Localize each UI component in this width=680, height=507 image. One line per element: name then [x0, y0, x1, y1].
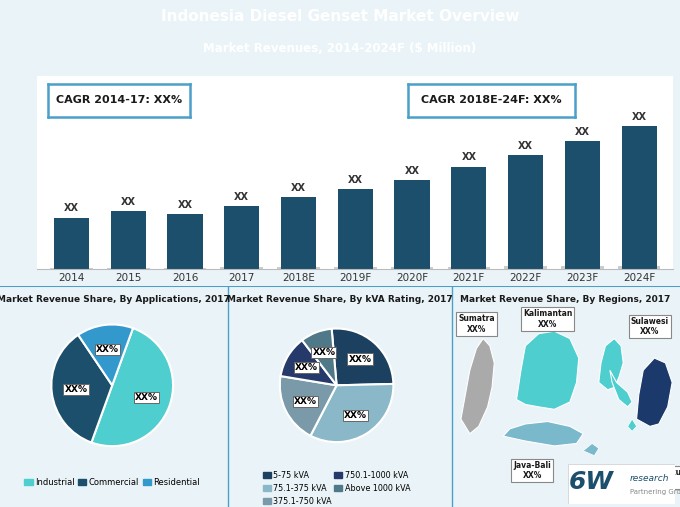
Text: XX: XX: [121, 197, 136, 207]
Text: Market Revenue Share, By Regions, 2017: Market Revenue Share, By Regions, 2017: [460, 295, 670, 304]
Bar: [107, 268, 150, 270]
Text: Papua-Kep. aluku
XX%: Papua-Kep. aluku XX%: [605, 468, 680, 487]
Wedge shape: [281, 340, 337, 385]
Text: XX: XX: [177, 200, 192, 210]
Text: XX: XX: [518, 140, 533, 151]
Text: Market Revenue Share, By kVA Rating, 2017: Market Revenue Share, By kVA Rating, 201…: [227, 295, 452, 304]
Text: XX: XX: [291, 183, 306, 193]
Text: XX%: XX%: [349, 354, 371, 364]
Text: 6W: 6W: [569, 470, 614, 494]
Text: XX: XX: [575, 127, 590, 137]
Wedge shape: [78, 324, 133, 385]
Text: research: research: [630, 474, 670, 483]
Text: Sumatra
XX%: Sumatra XX%: [458, 314, 495, 334]
Text: XX%: XX%: [295, 363, 318, 372]
Text: Java-Bali
XX%: Java-Bali XX%: [513, 460, 551, 480]
Polygon shape: [628, 419, 636, 431]
Wedge shape: [311, 384, 394, 442]
Text: XX%: XX%: [344, 411, 367, 420]
Polygon shape: [583, 444, 599, 456]
Bar: [394, 180, 430, 269]
Text: CAGR 2018E-24F: XX%: CAGR 2018E-24F: XX%: [421, 95, 562, 105]
Polygon shape: [461, 339, 494, 433]
Bar: [281, 197, 316, 269]
Bar: [164, 268, 206, 270]
Bar: [50, 268, 92, 270]
Text: Sulawesi
XX%: Sulawesi XX%: [631, 317, 669, 336]
Bar: [338, 189, 373, 269]
Text: XX: XX: [461, 153, 476, 162]
Text: XX: XX: [64, 203, 79, 213]
Text: Indonesia Diesel Genset Market Overview: Indonesia Diesel Genset Market Overview: [160, 9, 520, 24]
Polygon shape: [636, 358, 672, 426]
Legend: Industrial, Commercial, Residential: Industrial, Commercial, Residential: [21, 475, 203, 491]
Wedge shape: [332, 329, 393, 385]
Bar: [452, 167, 486, 269]
Text: XX: XX: [405, 166, 420, 176]
Text: XX: XX: [347, 174, 363, 185]
Text: Kalimantan
XX%: Kalimantan XX%: [523, 309, 573, 329]
Bar: [622, 126, 657, 269]
Bar: [565, 141, 600, 269]
Bar: [167, 214, 203, 269]
Bar: [111, 211, 146, 269]
Wedge shape: [52, 335, 112, 443]
Text: XX%: XX%: [97, 345, 119, 353]
Bar: [505, 267, 547, 271]
Bar: [391, 267, 433, 270]
Bar: [561, 266, 604, 271]
Polygon shape: [503, 421, 583, 446]
Legend: 5-75 kVA, 75.1-375 kVA, 375.1-750 kVA, 750.1-1000 kVA, Above 1000 kVA: 5-75 kVA, 75.1-375 kVA, 375.1-750 kVA, 7…: [260, 467, 413, 507]
Bar: [277, 267, 320, 270]
Bar: [220, 268, 263, 270]
Bar: [508, 155, 543, 269]
Text: XX%: XX%: [65, 385, 88, 394]
Bar: [618, 266, 660, 272]
Text: CAGR 2014-17: XX%: CAGR 2014-17: XX%: [56, 95, 182, 105]
Wedge shape: [91, 328, 173, 446]
Text: XX: XX: [632, 112, 647, 122]
Polygon shape: [599, 339, 624, 390]
Bar: [447, 267, 490, 271]
Polygon shape: [517, 331, 579, 409]
Text: XX%: XX%: [294, 396, 317, 406]
Bar: [224, 206, 259, 269]
Polygon shape: [610, 370, 632, 407]
Text: Market Revenue Share, By Applications, 2017: Market Revenue Share, By Applications, 2…: [0, 295, 231, 304]
Bar: [334, 267, 377, 270]
Wedge shape: [302, 329, 337, 385]
Text: Market Revenues, 2014-2024F ($ Million): Market Revenues, 2014-2024F ($ Million): [203, 42, 477, 55]
Text: XX%: XX%: [312, 348, 335, 357]
Bar: [54, 218, 89, 269]
Wedge shape: [279, 376, 337, 436]
Text: Partnering Growth: Partnering Growth: [630, 489, 680, 495]
Text: XX%: XX%: [135, 393, 158, 403]
Text: XX: XX: [235, 192, 250, 202]
